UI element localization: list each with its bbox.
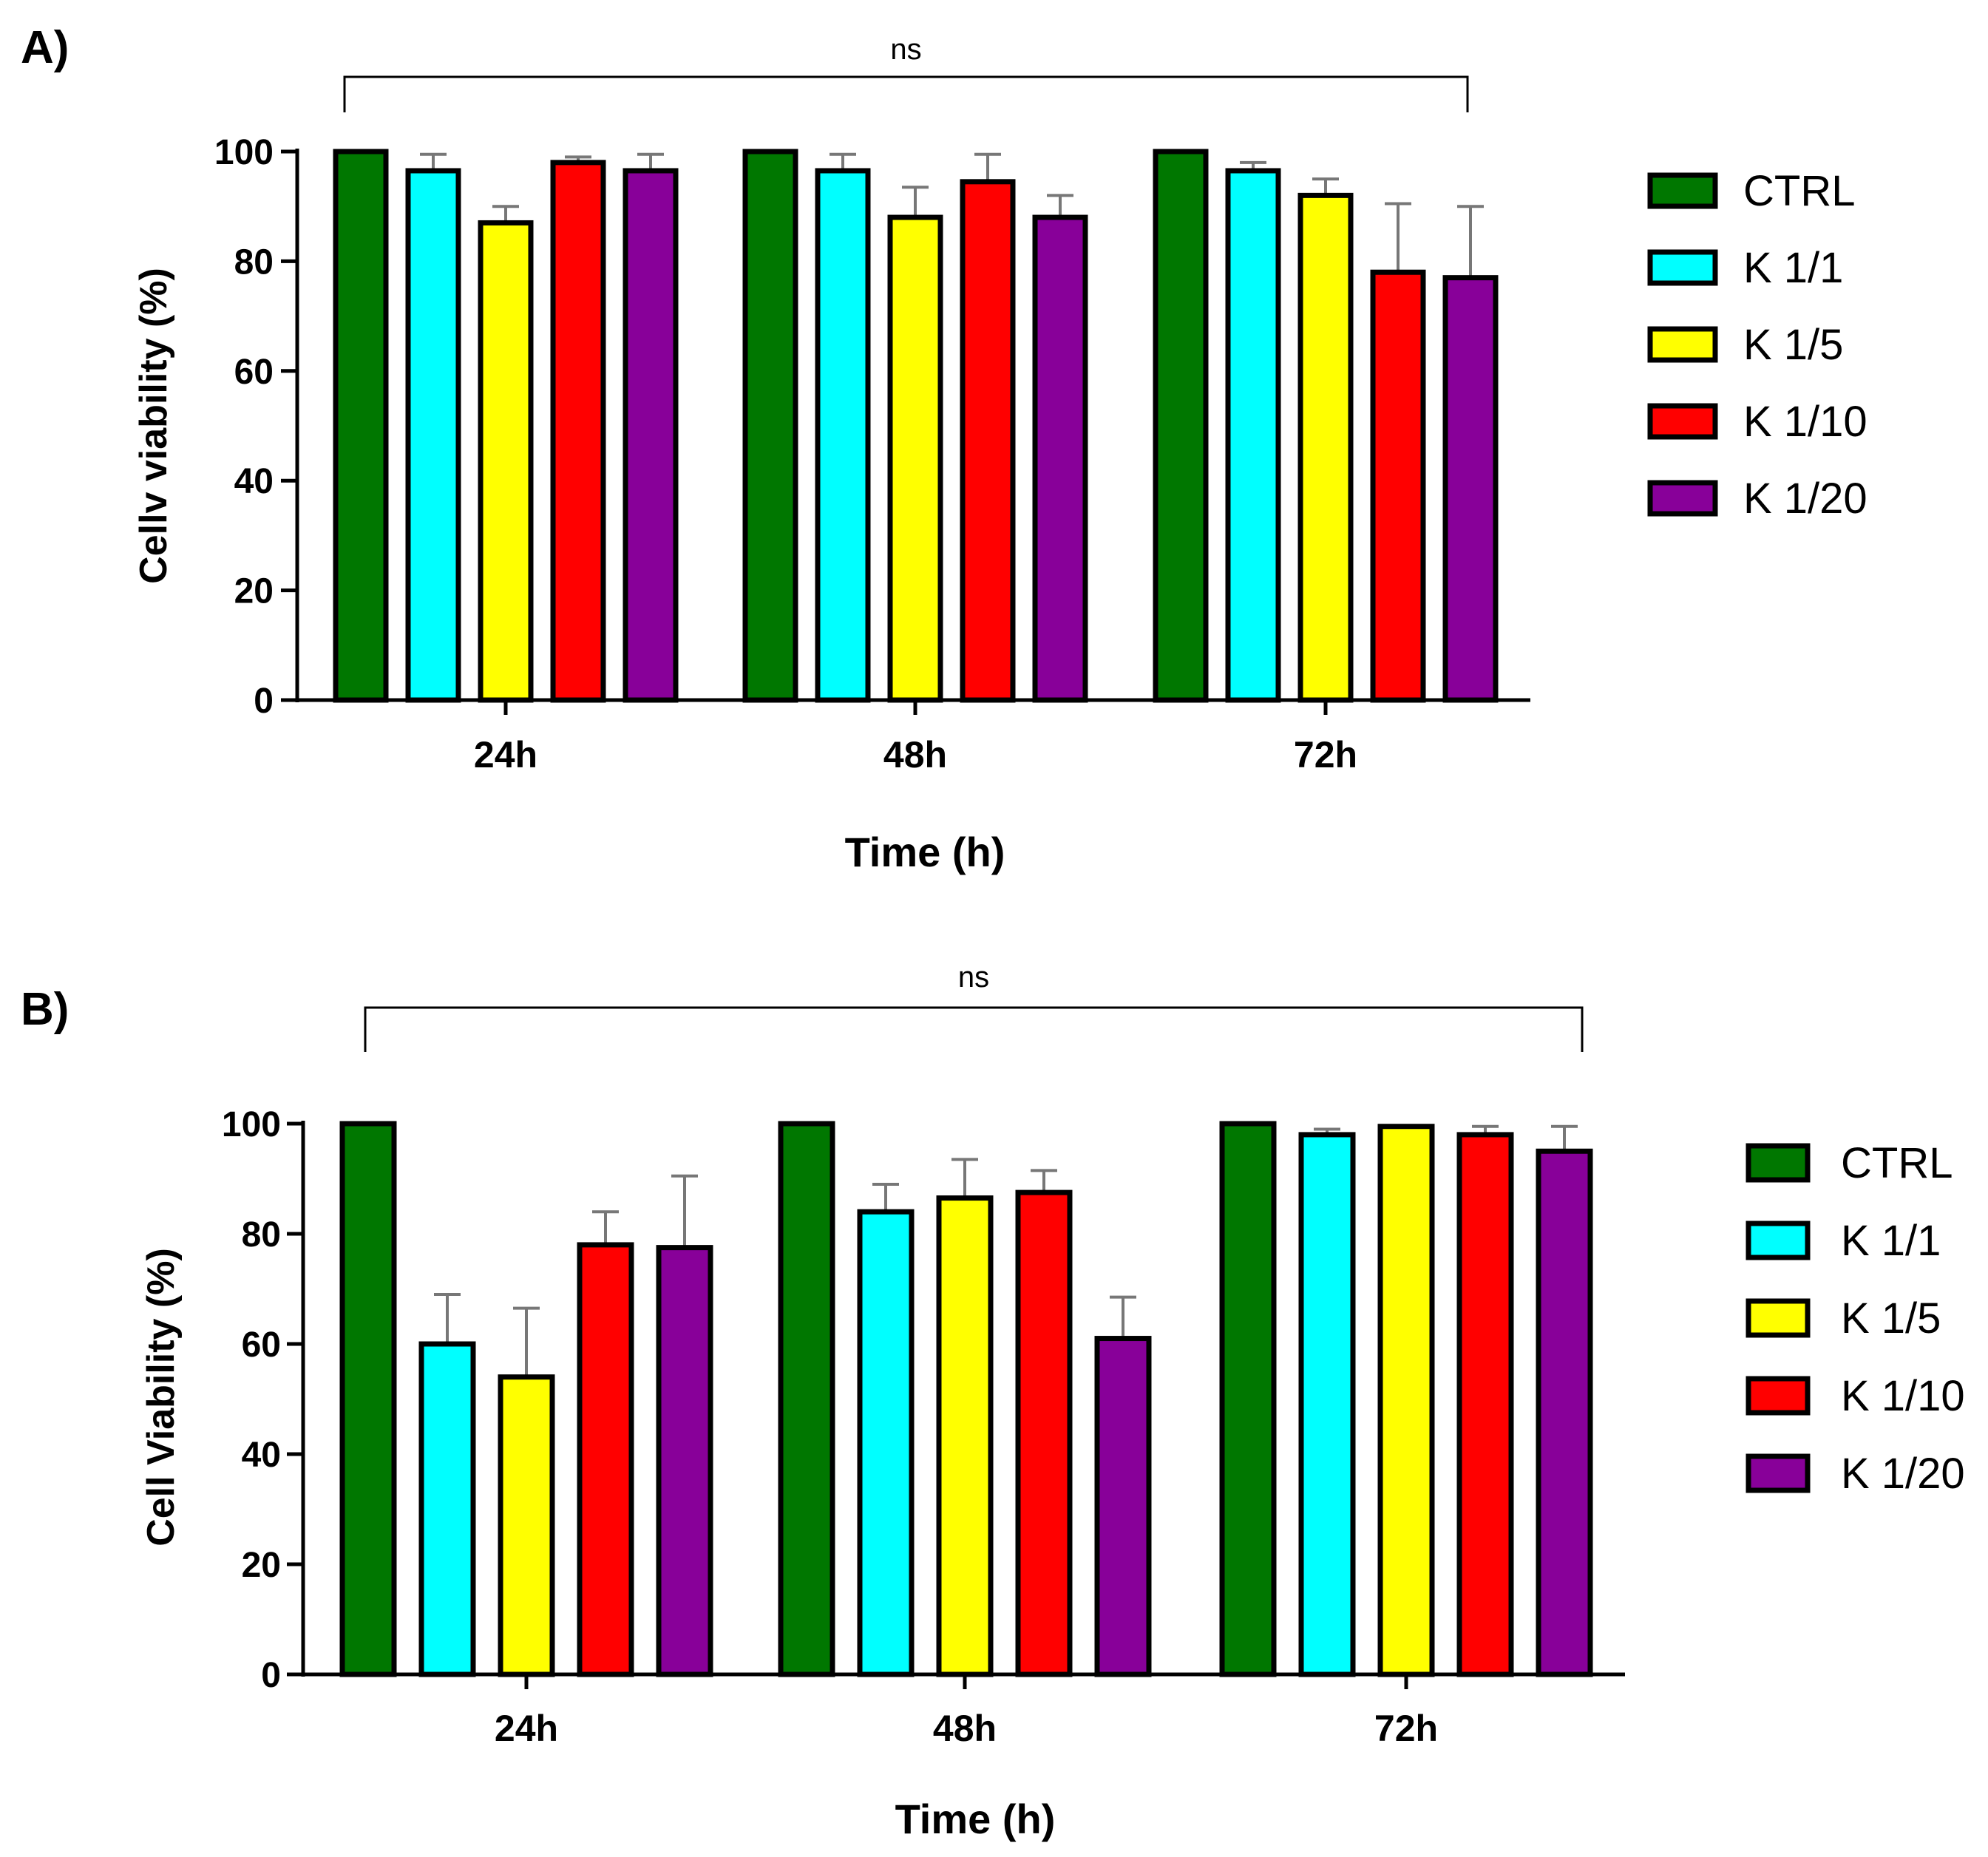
bar xyxy=(887,214,943,703)
legend-swatch xyxy=(1746,1453,1811,1493)
bar xyxy=(1298,1132,1356,1677)
significance-label: ns xyxy=(890,33,921,66)
x-tick-label: 48h xyxy=(933,1708,997,1749)
y-tick-label: 40 xyxy=(234,462,274,501)
bar xyxy=(1094,1336,1152,1677)
bar xyxy=(1442,275,1499,703)
bar xyxy=(960,179,1016,703)
bar xyxy=(550,160,606,703)
y-tick-label: 80 xyxy=(234,242,274,282)
bar xyxy=(622,168,679,703)
legend-swatch xyxy=(1647,480,1718,517)
panel-label: A) xyxy=(21,22,69,73)
y-tick-label: 100 xyxy=(214,133,274,172)
legend-label: K 1/10 xyxy=(1743,398,1867,446)
legend-label: CTRL xyxy=(1841,1139,1953,1187)
bar xyxy=(936,1195,994,1677)
bar xyxy=(857,1209,915,1677)
x-axis-title: Time (h) xyxy=(845,829,1005,875)
x-tick-label: 72h xyxy=(1294,734,1357,775)
bar xyxy=(1377,1124,1435,1677)
x-tick-label: 72h xyxy=(1374,1708,1438,1749)
y-axis-title: Cellv viability (%) xyxy=(132,268,175,584)
legend: CTRL K 1/1 K 1/5 K 1/10 K 1/20 xyxy=(1746,1139,1965,1498)
legend: CTRL K 1/1 K 1/5 K 1/10 K 1/20 xyxy=(1647,167,1867,523)
legend-swatch xyxy=(1746,1221,1811,1260)
legend-swatch xyxy=(1647,326,1718,363)
legend-label: K 1/5 xyxy=(1841,1294,1941,1342)
legend-label: K 1/5 xyxy=(1743,321,1843,369)
legend-swatch xyxy=(1647,403,1718,440)
legend-label: K 1/1 xyxy=(1841,1217,1941,1265)
bar xyxy=(1370,269,1426,703)
legend-swatch xyxy=(1746,1143,1811,1183)
legend-swatch xyxy=(1647,249,1718,286)
bar xyxy=(778,1121,835,1677)
y-tick-label: 20 xyxy=(242,1546,281,1585)
y-tick-label: 0 xyxy=(254,682,274,721)
bar xyxy=(1297,192,1354,703)
bar xyxy=(1153,149,1209,703)
significance-label: ns xyxy=(958,961,989,994)
bar xyxy=(1536,1148,1593,1677)
chart-panel-b: B) ns 0 20 40 60 80 100 24h 48h 72h Time (h) Cell Vi… xyxy=(21,961,1965,1842)
y-tick-label: 100 xyxy=(222,1105,281,1144)
legend-label: K 1/10 xyxy=(1841,1372,1965,1420)
bar xyxy=(1456,1132,1514,1677)
legend-label: CTRL xyxy=(1743,167,1855,215)
legend-label: K 1/20 xyxy=(1743,475,1867,523)
bar xyxy=(333,149,389,703)
y-tick-label: 40 xyxy=(242,1436,281,1475)
legend-label: K 1/1 xyxy=(1743,244,1843,292)
legend-swatch xyxy=(1647,172,1718,209)
y-axis-title: Cell Viability (%) xyxy=(140,1248,183,1547)
bar xyxy=(742,149,798,703)
legend-label: K 1/20 xyxy=(1841,1450,1965,1498)
bar xyxy=(1015,1189,1073,1677)
y-tick-label: 0 xyxy=(261,1656,281,1695)
legend-swatch xyxy=(1746,1376,1811,1416)
bar xyxy=(498,1374,555,1677)
bar xyxy=(339,1121,397,1677)
x-axis-title: Time (h) xyxy=(895,1796,1056,1842)
panel-label: B) xyxy=(21,984,69,1035)
bar xyxy=(1219,1121,1277,1677)
bar xyxy=(418,1341,476,1677)
y-tick-label: 60 xyxy=(242,1325,281,1365)
bar xyxy=(405,168,461,703)
y-tick-label: 20 xyxy=(234,572,274,611)
significance-bracket xyxy=(343,75,1469,112)
bar xyxy=(478,220,534,703)
bar xyxy=(656,1245,713,1677)
y-tick-label: 80 xyxy=(242,1215,281,1255)
chart-panel-a: A) ns 0 20 40 60 80 100 24h 48h 72h Time (h) Cellv v… xyxy=(21,22,1867,875)
significance-bracket xyxy=(364,1006,1584,1052)
bar xyxy=(1225,168,1281,703)
x-tick-label: 48h xyxy=(883,734,947,775)
y-tick-label: 60 xyxy=(234,353,274,392)
bar xyxy=(815,168,871,703)
bar xyxy=(577,1242,634,1677)
x-tick-label: 24h xyxy=(495,1708,558,1749)
bar xyxy=(1032,214,1088,703)
legend-swatch xyxy=(1746,1298,1811,1338)
x-tick-label: 24h xyxy=(474,734,537,775)
